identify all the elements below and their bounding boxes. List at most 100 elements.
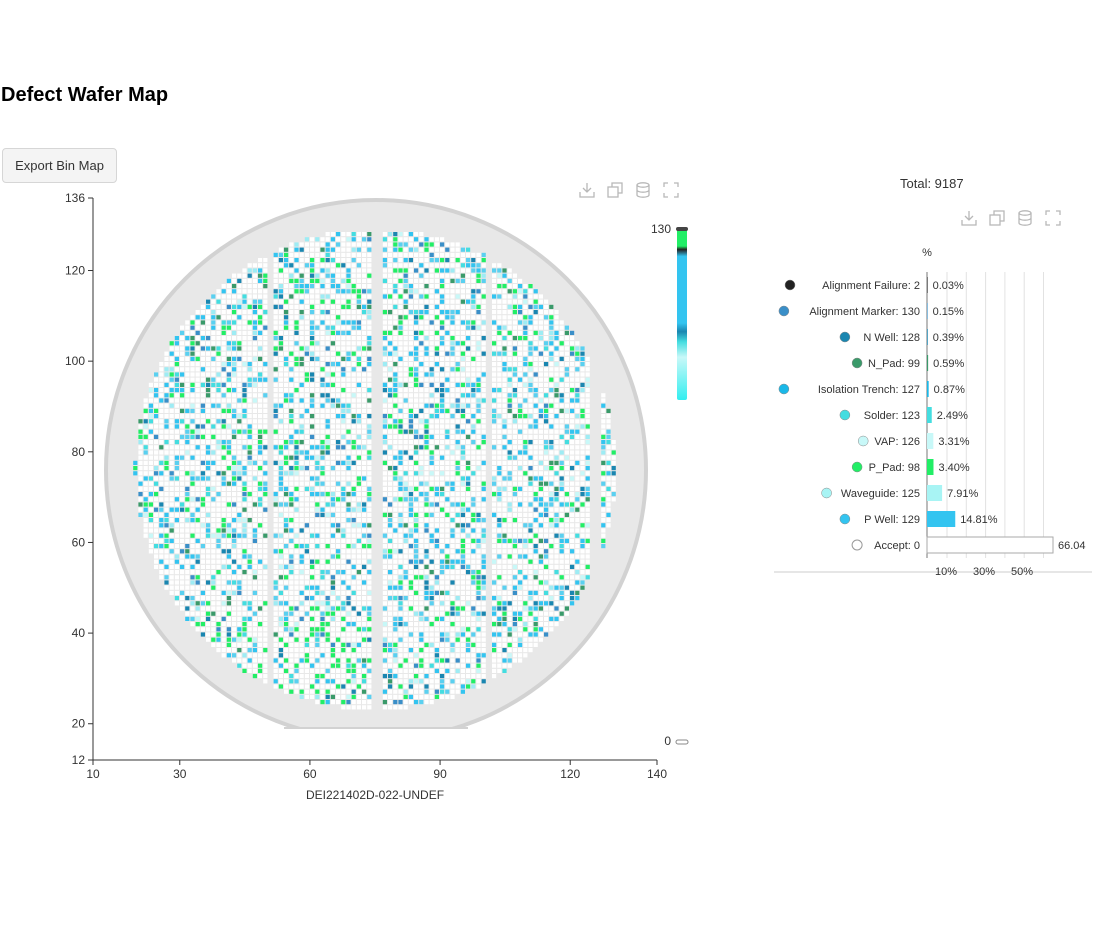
die-cell xyxy=(492,476,497,481)
die-cell xyxy=(362,393,367,398)
die-cell xyxy=(434,367,439,372)
die-cell xyxy=(325,575,330,580)
die-cell xyxy=(466,549,471,554)
die-cell xyxy=(258,466,263,471)
die-cell xyxy=(242,570,247,575)
die-cell xyxy=(606,502,611,507)
die-cell xyxy=(554,455,559,460)
die-cell xyxy=(393,336,398,341)
die-cell xyxy=(195,575,200,580)
restore-icon[interactable] xyxy=(988,209,1006,227)
data-view-icon[interactable] xyxy=(634,181,652,199)
die-cell xyxy=(211,580,216,585)
die-cell xyxy=(455,408,460,413)
die-cell xyxy=(471,414,476,419)
die-cell xyxy=(211,367,216,372)
die-cell xyxy=(294,289,299,294)
die-cell xyxy=(476,450,481,455)
die-cell xyxy=(523,299,528,304)
die-cell xyxy=(549,424,554,429)
data-view-icon[interactable] xyxy=(1016,209,1034,227)
fullscreen-icon[interactable] xyxy=(1044,209,1062,227)
die-cell xyxy=(408,408,413,413)
export-bin-map-button[interactable]: Export Bin Map xyxy=(2,148,117,183)
die-cell xyxy=(414,466,419,471)
die-cell xyxy=(393,258,398,263)
die-cell xyxy=(403,445,408,450)
die-cell xyxy=(466,258,471,263)
die-cell xyxy=(211,310,216,315)
die-cell xyxy=(252,273,257,278)
die-cell xyxy=(195,455,200,460)
die-cell xyxy=(544,341,549,346)
die-cell xyxy=(382,393,387,398)
die-cell xyxy=(330,258,335,263)
die-cell xyxy=(138,466,143,471)
fullscreen-icon[interactable] xyxy=(662,181,680,199)
die-cell xyxy=(450,450,455,455)
die-cell xyxy=(278,315,283,320)
die-cell xyxy=(455,507,460,512)
die-cell xyxy=(544,575,549,580)
die-cell xyxy=(497,512,502,517)
die-cell xyxy=(492,460,497,465)
die-cell xyxy=(341,273,346,278)
die-cell xyxy=(481,388,486,393)
die-cell xyxy=(507,294,512,299)
die-cell xyxy=(533,466,538,471)
die-cell xyxy=(419,466,424,471)
die-cell xyxy=(304,247,309,252)
die-cell xyxy=(174,466,179,471)
die-cell xyxy=(455,310,460,315)
die-cell xyxy=(310,393,315,398)
die-cell xyxy=(320,434,325,439)
die-cell xyxy=(367,544,372,549)
die-cell xyxy=(533,388,538,393)
die-cell xyxy=(356,486,361,491)
die-cell xyxy=(507,299,512,304)
die-cell xyxy=(226,320,231,325)
restore-icon[interactable] xyxy=(606,181,624,199)
die-cell xyxy=(466,434,471,439)
die-cell xyxy=(289,512,294,517)
die-cell xyxy=(523,492,528,497)
die-cell xyxy=(211,507,216,512)
die-cell xyxy=(570,362,575,367)
die-cell xyxy=(554,497,559,502)
die-cell xyxy=(180,393,185,398)
die-cell xyxy=(200,336,205,341)
die-cell xyxy=(575,450,580,455)
die-cell xyxy=(185,382,190,387)
download-icon[interactable] xyxy=(578,181,596,199)
die-cell xyxy=(232,414,237,419)
die-cell xyxy=(351,258,356,263)
die-cell xyxy=(512,341,517,346)
die-cell xyxy=(450,575,455,580)
die-cell xyxy=(278,518,283,523)
die-cell xyxy=(460,336,465,341)
die-cell xyxy=(570,559,575,564)
die-cell xyxy=(367,356,372,361)
die-cell xyxy=(559,486,564,491)
die-cell xyxy=(403,408,408,413)
die-cell xyxy=(195,419,200,424)
die-cell xyxy=(263,367,268,372)
die-cell xyxy=(148,424,153,429)
die-cell xyxy=(523,320,528,325)
die-cell xyxy=(190,460,195,465)
die-cell xyxy=(398,268,403,273)
die-cell xyxy=(518,414,523,419)
die-cell xyxy=(393,273,398,278)
die-cell xyxy=(211,528,216,533)
die-cell xyxy=(367,341,372,346)
die-cell xyxy=(408,523,413,528)
die-cell xyxy=(533,528,538,533)
die-cell xyxy=(575,346,580,351)
die-cell xyxy=(221,580,226,585)
download-icon[interactable] xyxy=(960,209,978,227)
die-cell xyxy=(294,315,299,320)
die-cell xyxy=(559,434,564,439)
die-cell xyxy=(294,434,299,439)
die-cell xyxy=(492,481,497,486)
die-cell xyxy=(455,388,460,393)
